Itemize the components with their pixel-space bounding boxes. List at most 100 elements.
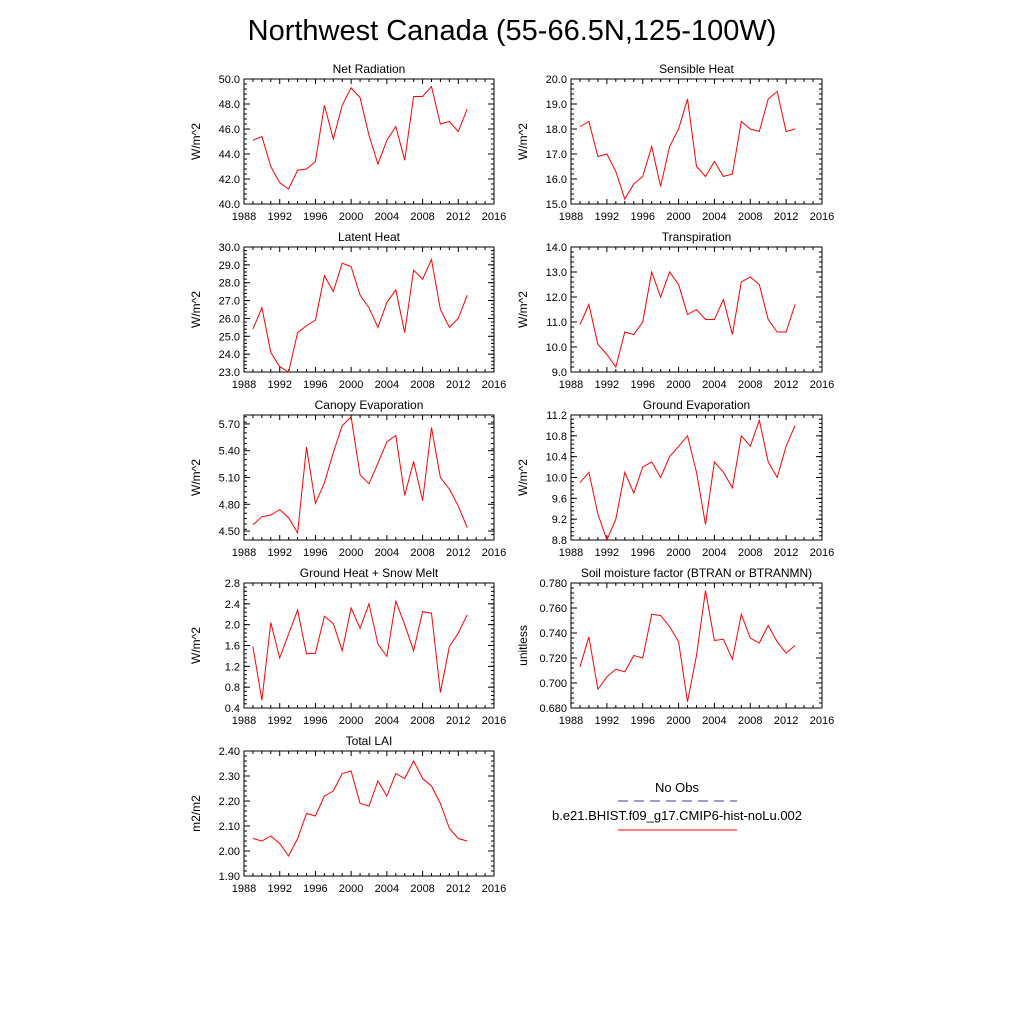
x-tick-label: 2016 bbox=[810, 379, 834, 391]
series-line bbox=[252, 85, 468, 190]
legend: No Obs b.e21.BHIST.f09_g17.CMIP6-hist-no… bbox=[552, 780, 802, 831]
y-tick-label: 2.0 bbox=[225, 620, 240, 632]
x-tick-label: 2012 bbox=[446, 211, 470, 223]
x-tick-label: 2012 bbox=[774, 547, 798, 559]
y-tick-label: 1.2 bbox=[225, 661, 240, 673]
panel-title: Ground Evaporation bbox=[643, 398, 750, 412]
plot-frame bbox=[570, 582, 823, 709]
plot-frame bbox=[243, 750, 495, 877]
x-tick-label: 2004 bbox=[375, 715, 399, 727]
y-tick-label: 44.0 bbox=[219, 149, 240, 161]
x-tick-label: 1996 bbox=[303, 379, 327, 391]
y-tick-label: 26.0 bbox=[219, 313, 240, 325]
y-tick-label: 15.0 bbox=[546, 199, 567, 211]
y-tick-label: 24.0 bbox=[219, 349, 240, 361]
x-tick-label: 1992 bbox=[595, 547, 619, 559]
y-tick-label: 9.0 bbox=[552, 367, 567, 379]
plot-frame bbox=[243, 246, 495, 373]
x-tick-label: 2004 bbox=[702, 547, 726, 559]
y-tick-label: 17.0 bbox=[546, 149, 567, 161]
y-tick-label: 0.700 bbox=[539, 678, 567, 690]
x-tick-label: 1996 bbox=[303, 211, 327, 223]
y-tick-label: 42.0 bbox=[219, 174, 240, 186]
x-tick-label: 2000 bbox=[339, 883, 363, 895]
x-tick-label: 2000 bbox=[339, 547, 363, 559]
x-tick-label: 2016 bbox=[482, 715, 506, 727]
x-tick-label: 1988 bbox=[232, 883, 256, 895]
x-tick-label: 2004 bbox=[702, 211, 726, 223]
x-tick-label: 1988 bbox=[559, 715, 583, 727]
x-tick-label: 1996 bbox=[303, 883, 327, 895]
y-tick-label: 2.40 bbox=[219, 746, 240, 758]
x-tick-label: 1992 bbox=[267, 883, 291, 895]
legend-obs-label: No Obs bbox=[655, 780, 700, 795]
y-tick-label: 10.8 bbox=[546, 431, 567, 443]
series-line bbox=[579, 590, 796, 702]
x-tick-label: 1988 bbox=[232, 211, 256, 223]
x-tick-label: 1996 bbox=[303, 715, 327, 727]
x-tick-label: 2012 bbox=[446, 883, 470, 895]
y-tick-label: 0.8 bbox=[225, 682, 240, 694]
y-tick-label: 11.2 bbox=[546, 410, 567, 422]
x-tick-label: 2008 bbox=[410, 547, 434, 559]
y-tick-label: 5.70 bbox=[219, 419, 240, 431]
y-axis-label: W/m^2 bbox=[516, 291, 530, 328]
x-tick-label: 2008 bbox=[738, 547, 762, 559]
x-tick-label: 1992 bbox=[595, 211, 619, 223]
x-tick-label: 2012 bbox=[446, 715, 470, 727]
x-tick-label: 1988 bbox=[559, 547, 583, 559]
x-tick-label: 2004 bbox=[375, 883, 399, 895]
chart-panel: Net Radiation W/m^2 1988 1992 1996 2000 2004 20… bbox=[189, 62, 506, 223]
x-tick-label: 2012 bbox=[446, 379, 470, 391]
x-tick-label: 2008 bbox=[738, 379, 762, 391]
y-tick-label: 48.0 bbox=[219, 99, 240, 111]
series-line bbox=[579, 90, 796, 201]
x-tick-label: 2016 bbox=[482, 211, 506, 223]
x-tick-label: 2012 bbox=[774, 379, 798, 391]
x-tick-label: 2000 bbox=[666, 211, 690, 223]
y-tick-label: 2.8 bbox=[225, 578, 240, 590]
y-tick-label: 2.4 bbox=[225, 599, 240, 611]
x-tick-label: 1992 bbox=[595, 379, 619, 391]
panel-title: Sensible Heat bbox=[659, 62, 734, 76]
x-tick-label: 1988 bbox=[232, 547, 256, 559]
x-tick-label: 1992 bbox=[267, 379, 291, 391]
x-tick-label: 1996 bbox=[303, 547, 327, 559]
x-tick-label: 1992 bbox=[595, 715, 619, 727]
y-tick-label: 10.0 bbox=[546, 342, 567, 354]
panel-title: Transpiration bbox=[662, 230, 732, 244]
x-tick-label: 2008 bbox=[738, 715, 762, 727]
y-tick-label: 46.0 bbox=[219, 124, 240, 136]
x-tick-label: 2000 bbox=[666, 715, 690, 727]
y-axis-label: W/m^2 bbox=[516, 123, 530, 160]
x-tick-label: 2000 bbox=[339, 379, 363, 391]
y-tick-label: 2.30 bbox=[219, 771, 240, 783]
y-tick-label: 19.0 bbox=[546, 99, 567, 111]
plot-frame bbox=[570, 78, 823, 205]
y-tick-label: 50.0 bbox=[219, 74, 240, 86]
chart-panel: Total LAI m2/m2 1988 1992 1996 2000 2004 2008 20… bbox=[189, 734, 506, 895]
y-tick-label: 27.0 bbox=[219, 296, 240, 308]
chart-panel: Canopy Evaporation W/m^2 1988 1992 1996 2000 2… bbox=[189, 398, 506, 559]
x-tick-label: 2016 bbox=[810, 547, 834, 559]
x-tick-label: 2012 bbox=[774, 715, 798, 727]
x-tick-label: 1988 bbox=[559, 211, 583, 223]
plot-frame bbox=[570, 414, 823, 541]
x-tick-label: 1996 bbox=[630, 547, 654, 559]
x-tick-label: 2008 bbox=[738, 211, 762, 223]
y-tick-label: 2.10 bbox=[219, 821, 240, 833]
chart-panel: Ground Heat + Snow Melt W/m^2 1988 1992 1996… bbox=[189, 566, 506, 727]
x-tick-label: 1992 bbox=[267, 547, 291, 559]
y-axis-label: W/m^2 bbox=[516, 459, 530, 496]
y-tick-label: 16.0 bbox=[546, 174, 567, 186]
plot-frame bbox=[243, 582, 495, 709]
x-tick-label: 2008 bbox=[410, 211, 434, 223]
y-tick-label: 8.8 bbox=[552, 535, 567, 547]
y-tick-label: 23.0 bbox=[219, 367, 240, 379]
x-tick-label: 2008 bbox=[410, 715, 434, 727]
x-tick-label: 2004 bbox=[702, 379, 726, 391]
x-tick-label: 2004 bbox=[375, 211, 399, 223]
x-tick-label: 1988 bbox=[232, 715, 256, 727]
panel-title: Latent Heat bbox=[338, 230, 401, 244]
